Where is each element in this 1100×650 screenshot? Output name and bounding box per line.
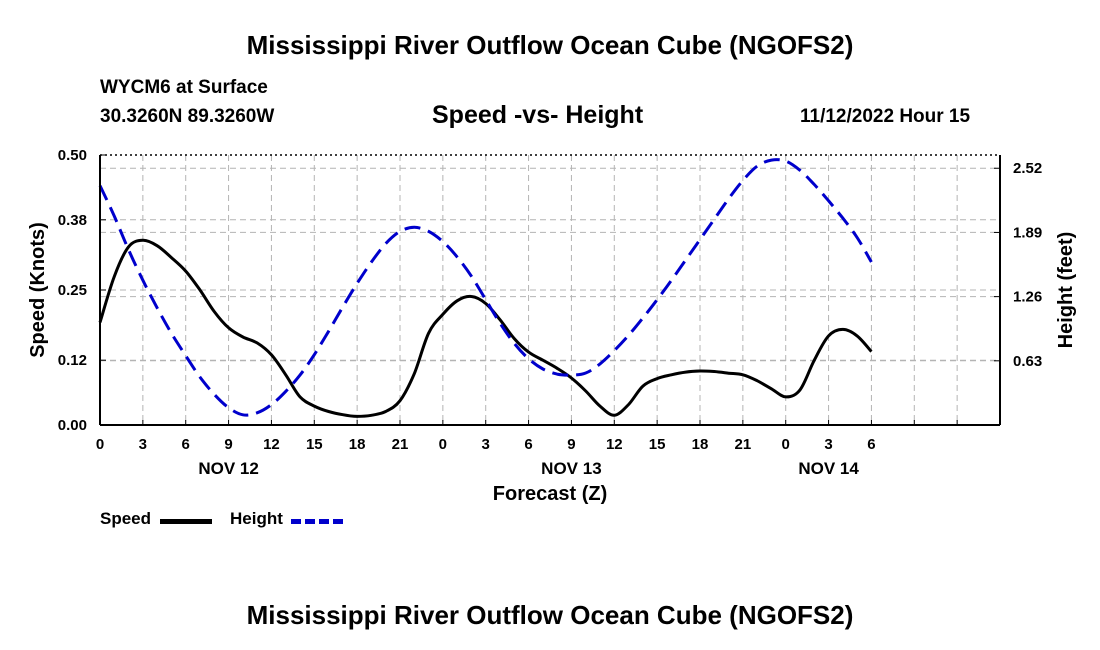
series-layer — [98, 158, 873, 418]
x-date-label: NOV 14 — [798, 459, 859, 478]
y-axis-title: Speed (Knots) — [27, 222, 49, 358]
y-tick-label: 0.38 — [58, 212, 87, 229]
legend-height-swatch — [291, 519, 343, 524]
y-tick-label: 0.50 — [58, 147, 87, 164]
x-axis-title: Forecast (Z) — [493, 483, 607, 505]
x-tick-label: 21 — [392, 436, 409, 453]
x-tick-label: 3 — [824, 436, 832, 453]
legend-height-label: Height — [230, 509, 283, 528]
y2-tick-label: 1.26 — [1013, 289, 1042, 306]
speed-series-line — [98, 238, 873, 418]
y-tick-label: 0.25 — [58, 282, 87, 299]
station-label: WYCM6 at Surface — [100, 77, 268, 98]
y-tick-label: 0.12 — [58, 352, 87, 369]
legend-speed-label: Speed — [100, 509, 152, 528]
x-tick-label: 3 — [482, 436, 490, 453]
y2-tick-label: 2.52 — [1013, 160, 1042, 177]
x-tick-label: 15 — [649, 436, 666, 453]
x-tick-label: 12 — [606, 436, 623, 453]
x-tick-label: 18 — [349, 436, 366, 453]
coordinates-label: 30.3260N 89.3260W — [100, 106, 275, 127]
x-tick-label: 15 — [306, 436, 323, 453]
x-tick-label: 9 — [224, 436, 232, 453]
main-title: Mississippi River Outflow Ocean Cube (NG… — [246, 30, 854, 60]
y-tick-label: 0.00 — [58, 417, 87, 434]
grid-lines — [100, 155, 1000, 425]
y2-axis-title: Height (feet) — [1055, 232, 1077, 349]
footer-title: Mississippi River Outflow Ocean Cube (NG… — [246, 600, 854, 630]
y2-tick-label: 1.89 — [1013, 224, 1042, 241]
x-date-label: NOV 12 — [198, 459, 258, 478]
x-tick-label: 0 — [96, 436, 104, 453]
x-tick-label: 6 — [182, 436, 190, 453]
axes: 0 3 6 9 12 15 18 21 0 3 6 9 12 15 18 21 0 3 6 NOV 12 NOV 13 N… — [58, 147, 1042, 478]
x-tick-label: 6 — [867, 436, 875, 453]
x-tick-label: 0 — [782, 436, 790, 453]
chart-subtitle: Speed -vs- Height — [432, 101, 644, 129]
x-tick-label: 3 — [139, 436, 147, 453]
y2-tick-label: 0.63 — [1013, 353, 1042, 370]
x-date-label: NOV 13 — [541, 459, 601, 478]
x-tick-label: 18 — [692, 436, 709, 453]
x-tick-label: 12 — [263, 436, 280, 453]
x-tick-label: 9 — [567, 436, 575, 453]
forecast-datetime: 11/12/2022 Hour 15 — [800, 106, 971, 127]
x-tick-label: 21 — [735, 436, 752, 453]
legend-speed-swatch — [160, 519, 212, 524]
x-tick-label: 6 — [524, 436, 532, 453]
x-tick-label: 0 — [439, 436, 447, 453]
